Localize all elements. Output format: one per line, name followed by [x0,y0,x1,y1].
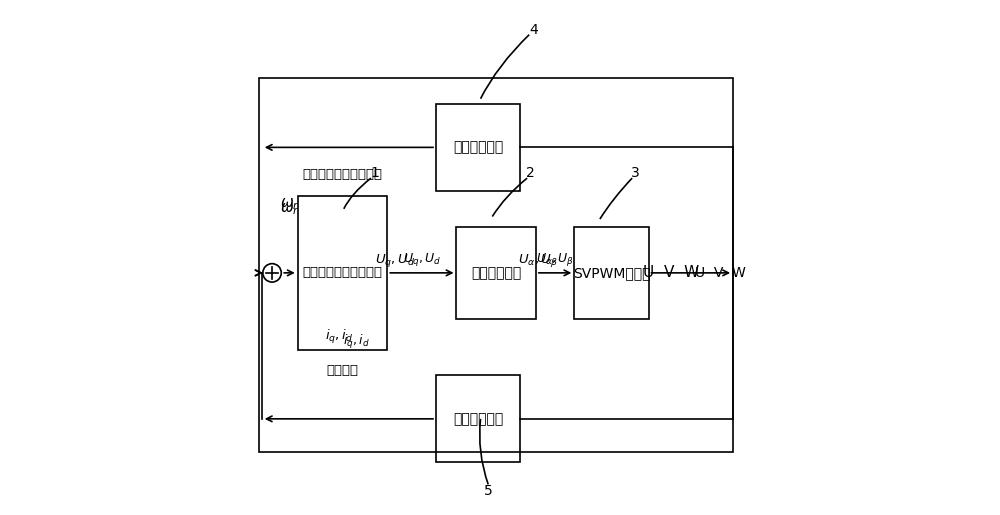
Text: 4: 4 [529,23,538,37]
FancyBboxPatch shape [574,227,649,319]
Text: 机随机命令滤波神经网: 机随机命令滤波神经网 [302,266,382,279]
Text: $U_q,U_d$: $U_q,U_d$ [403,250,441,267]
Text: 转速检测单元: 转速检测单元 [453,141,503,154]
Text: 坐标变化单元: 坐标变化单元 [471,266,521,280]
Text: $U_q, U_d$: $U_q, U_d$ [375,251,415,268]
FancyBboxPatch shape [298,196,387,350]
Text: $U_\alpha, U_\beta$: $U_\alpha, U_\beta$ [518,251,559,268]
Text: SVPWM逆变器: SVPWM逆变器 [573,266,650,280]
Text: 1: 1 [370,166,379,180]
Text: $U_\alpha,U_\beta$: $U_\alpha,U_\beta$ [536,250,574,267]
FancyBboxPatch shape [456,227,536,319]
Text: 电流检测单元: 电流检测单元 [453,412,503,426]
Text: 3: 3 [631,166,640,180]
FancyBboxPatch shape [436,375,520,462]
Text: 5: 5 [484,484,493,497]
FancyBboxPatch shape [436,104,520,191]
Text: 2: 2 [526,166,535,180]
Text: $\omega_r$: $\omega_r$ [280,196,300,212]
Text: $i_q,i_d$: $i_q,i_d$ [343,333,370,351]
Text: U  V  W: U V W [643,265,700,280]
Text: 络控制器: 络控制器 [326,365,358,377]
Text: $\omega_r$: $\omega_r$ [280,201,300,217]
Text: $i_q, i_d$: $i_q, i_d$ [325,328,353,346]
Text: 考虑铁损的永磁同步电: 考虑铁损的永磁同步电 [302,168,382,181]
Text: U  V  W: U V W [695,266,746,280]
